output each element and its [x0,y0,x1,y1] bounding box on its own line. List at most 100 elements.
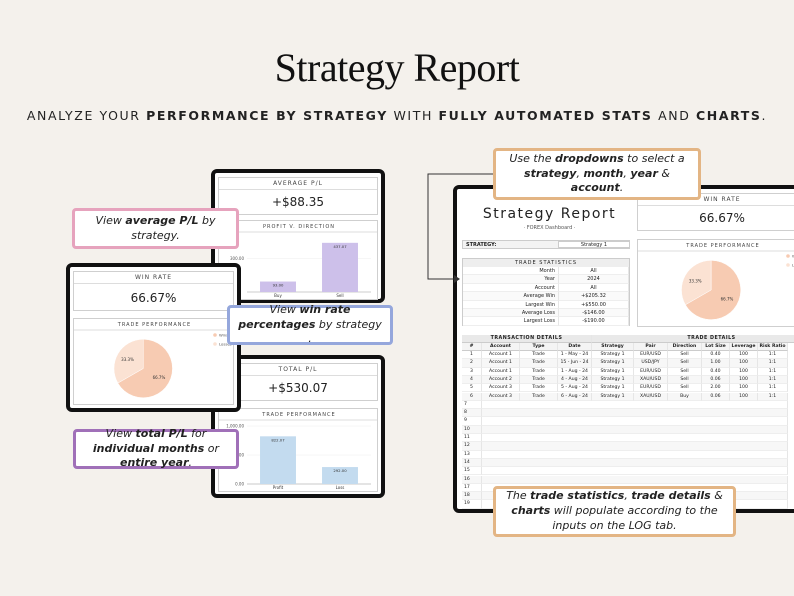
table-cell: 100 [730,359,758,368]
column-header: Direction [668,343,702,351]
callout-part: year [630,166,658,180]
legend-swatch [786,254,790,258]
x-tick-label: Profit [273,485,284,490]
table-cell: Sell [668,384,702,393]
stat-label: Largest Loss [463,317,559,326]
stats-table: TRADE STATISTICS Month All Year 2024 Account… [462,258,630,326]
y-tick-label: 300.00 [230,256,244,261]
value-label: 66.7% [721,297,734,302]
column-header: Strategy [592,343,634,351]
table-cell: 1:1 [758,351,788,360]
subtitle-part: CHARTS [696,108,762,123]
column-header: Lot Size [702,343,730,351]
table-cell: 0.06 [702,375,730,385]
bar [260,436,296,484]
empty-row [482,409,788,418]
table-cell: Strategy 1 [592,351,634,360]
callout-part: , [624,489,632,503]
y-tick-label: 0.00 [235,482,244,487]
table-cell: Sell [668,359,702,368]
card-label: TOTAL P/L [219,366,377,376]
average-card: AVERAGE P/L +$88.35 [218,177,378,215]
callout-part: by strategy. [131,213,219,242]
legend-label: Losses [219,342,232,347]
arrow-head [454,275,460,283]
stats-title: TRADE STATISTICS [463,259,629,267]
row-number: 14 [462,458,482,468]
table-cell: Account 3 [482,384,520,393]
pie-slice [113,338,144,384]
empty-row [482,475,788,484]
subtitle-part: FULLY AUTOMATED STATS [438,108,653,123]
bar [322,242,358,292]
stat-dropdown[interactable]: All [559,267,629,276]
table-cell: EUR/USD [634,367,668,376]
table-cell: 1:1 [758,384,788,393]
stat-dropdown[interactable]: All [559,283,629,293]
subtitle-part: WITH [387,108,439,123]
callout-part: & [710,489,727,503]
value-label: 437.07 [333,244,347,249]
table-cell: Account 3 [482,392,520,401]
callout-part: trade statistics [530,489,625,503]
empty-row [482,467,788,476]
section-header: TRADE DETAILS [592,335,794,343]
stat-value: -$190.00 [559,317,629,326]
card-value: +$88.35 [271,195,325,209]
callout-part: The [506,489,531,503]
callout-part: account [570,181,620,195]
row-number: 17 [462,483,482,493]
callout-text: View total P/L for individual months or … [82,427,230,472]
card-value: 66.67% [699,211,745,225]
stat-label: Year [463,275,559,284]
table-cell: 6 - Aug - 24 [558,392,592,401]
callout-part: individual months [92,441,205,455]
strategy-dropdown[interactable]: Strategy 1 [558,241,630,248]
stat-dropdown[interactable]: 2024 [559,275,629,284]
callout-part: . [188,456,193,470]
callout-part: & [657,166,674,180]
callout-part: . [619,181,624,195]
chart-card: PROFIT V. DIRECTION 300.00 93.00 Buy 437.07 S… [218,220,378,300]
legend-label: Losses [792,263,794,268]
table-cell: Account 1 [482,359,520,368]
legend-swatch [786,263,790,267]
row-number: 15 [462,467,482,476]
table-cell: 100 [730,351,758,360]
callout-part: will populate according to the inputs on… [550,504,722,532]
chart-title: TRADE PERFORMANCE [685,243,759,249]
table-cell: Account 1 [482,367,520,376]
table-cell: Trade [520,384,558,393]
section-header: TRANSACTION DETAILS [462,335,592,343]
column-header: Risk Ratio [758,343,788,351]
table-cell: 1:1 [758,375,788,385]
table-cell: 100 [730,384,758,393]
callout-text: The trade statistics, trade details & ch… [502,489,727,534]
column-header: Pair [634,343,668,351]
strategy-label: STRATEGY: [466,242,497,248]
callout: The trade statistics, trade details & ch… [493,486,736,537]
x-tick-label: Buy [274,293,282,298]
tablet: WIN RATE 66.67% TRADE PERFORMANCE 66.7% 33… [66,263,241,412]
dashboard-tablet: Strategy Report · FOREX Dashboard · WIN … [453,185,794,513]
column-header: Account [482,343,520,351]
stat-value: +$205.32 [559,292,629,301]
bar [260,281,296,292]
dashboard-title: Strategy Report [482,206,617,222]
stat-label: Account [463,283,559,293]
callout-part: win rate percentages [238,302,355,331]
table-cell: 4 - Aug - 24 [558,375,592,385]
bar [322,467,358,484]
table-cell: EUR/USD [634,351,668,360]
callout-part: , [623,166,631,180]
table-cell: 0.40 [702,351,730,360]
stat-label: Largest Win [463,300,559,309]
callout-part: total P/L [135,426,188,440]
table-cell: 5 - Aug - 24 [558,384,592,393]
callout-part: , [576,166,584,180]
table-cell: 1 [462,351,482,360]
tablet: AVERAGE P/L +$88.35 PROFIT V. DIRECTION 3… [211,169,385,303]
column-header: Date [558,343,592,351]
row-number: 19 [462,500,482,509]
row-number: 11 [462,434,482,443]
